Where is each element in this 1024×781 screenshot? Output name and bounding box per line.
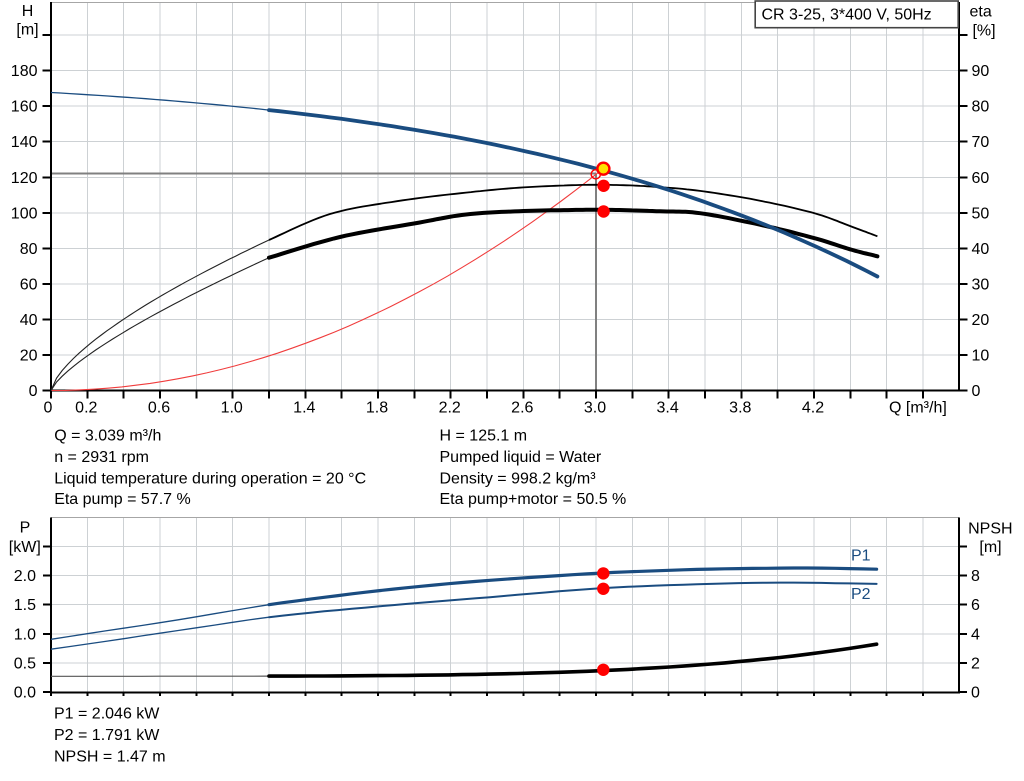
svg-text:Eta pump+motor = 50.5 %: Eta pump+motor = 50.5 % — [440, 491, 627, 508]
svg-text:0: 0 — [971, 685, 980, 702]
svg-text:Liquid temperature during oper: Liquid temperature during operation = 20… — [54, 470, 366, 487]
svg-text:2.6: 2.6 — [511, 399, 533, 416]
svg-text:CR 3-25, 3*400 V, 50Hz: CR 3-25, 3*400 V, 50Hz — [762, 7, 932, 24]
svg-text:Eta pump = 57.7 %: Eta pump = 57.7 % — [54, 491, 191, 508]
svg-text:0: 0 — [44, 399, 53, 416]
svg-text:80: 80 — [972, 99, 990, 116]
svg-text:1.8: 1.8 — [366, 399, 388, 416]
svg-text:P1: P1 — [851, 548, 871, 565]
svg-text:4.2: 4.2 — [802, 399, 824, 416]
svg-text:160: 160 — [11, 99, 38, 116]
svg-text:P2: P2 — [851, 586, 871, 603]
svg-text:80: 80 — [20, 241, 38, 258]
svg-text:0.0: 0.0 — [14, 685, 36, 702]
svg-text:[m]: [m] — [16, 22, 38, 39]
svg-text:3.8: 3.8 — [729, 399, 751, 416]
svg-text:1.4: 1.4 — [293, 399, 315, 416]
svg-text:0: 0 — [972, 383, 981, 400]
svg-text:NPSH = 1.47 m: NPSH = 1.47 m — [54, 749, 166, 766]
svg-text:Q [m³/h]: Q [m³/h] — [889, 399, 947, 416]
svg-text:2: 2 — [971, 655, 980, 672]
svg-text:100: 100 — [11, 205, 38, 222]
svg-text:0: 0 — [29, 383, 38, 400]
svg-text:0.2: 0.2 — [75, 399, 97, 416]
svg-text:2.2: 2.2 — [439, 399, 461, 416]
svg-text:40: 40 — [972, 241, 990, 258]
svg-text:60: 60 — [972, 170, 990, 187]
svg-text:P2 = 1.791 kW: P2 = 1.791 kW — [54, 727, 160, 744]
svg-text:40: 40 — [20, 312, 38, 329]
svg-text:120: 120 — [11, 170, 38, 187]
svg-text:eta: eta — [970, 3, 992, 20]
svg-text:0.5: 0.5 — [14, 655, 36, 672]
svg-text:50: 50 — [972, 205, 990, 222]
svg-text:30: 30 — [972, 276, 990, 293]
svg-text:1.0: 1.0 — [221, 399, 243, 416]
svg-text:H: H — [22, 3, 34, 20]
svg-text:0.6: 0.6 — [148, 399, 170, 416]
svg-text:4: 4 — [971, 626, 980, 643]
svg-text:P: P — [20, 520, 31, 537]
svg-text:n = 2931 rpm: n = 2931 rpm — [54, 449, 149, 466]
svg-text:[m]: [m] — [979, 539, 1001, 556]
svg-text:P1 = 2.046 kW: P1 = 2.046 kW — [54, 706, 160, 723]
svg-text:Q = 3.039 m³/h: Q = 3.039 m³/h — [54, 428, 161, 445]
svg-text:NPSH: NPSH — [968, 521, 1012, 538]
svg-text:3.4: 3.4 — [656, 399, 678, 416]
svg-text:6: 6 — [971, 597, 980, 614]
svg-text:20: 20 — [972, 312, 990, 329]
svg-text:8: 8 — [971, 568, 980, 585]
svg-text:10: 10 — [972, 348, 990, 365]
svg-text:H = 125.1 m: H = 125.1 m — [440, 428, 528, 445]
svg-text:70: 70 — [972, 134, 990, 151]
svg-text:60: 60 — [20, 276, 38, 293]
svg-text:1.0: 1.0 — [14, 626, 36, 643]
svg-text:[kW]: [kW] — [9, 539, 41, 556]
svg-text:20: 20 — [20, 348, 38, 365]
svg-text:180: 180 — [11, 63, 38, 80]
svg-text:2.0: 2.0 — [14, 568, 36, 585]
svg-text:90: 90 — [972, 63, 990, 80]
svg-text:[%]: [%] — [972, 23, 995, 40]
svg-text:Density = 998.2 kg/m³: Density = 998.2 kg/m³ — [440, 470, 597, 487]
svg-text:140: 140 — [11, 134, 38, 151]
svg-text:3.0: 3.0 — [584, 399, 606, 416]
svg-text:Pumped liquid = Water: Pumped liquid = Water — [440, 449, 602, 466]
svg-text:1.5: 1.5 — [14, 597, 36, 614]
